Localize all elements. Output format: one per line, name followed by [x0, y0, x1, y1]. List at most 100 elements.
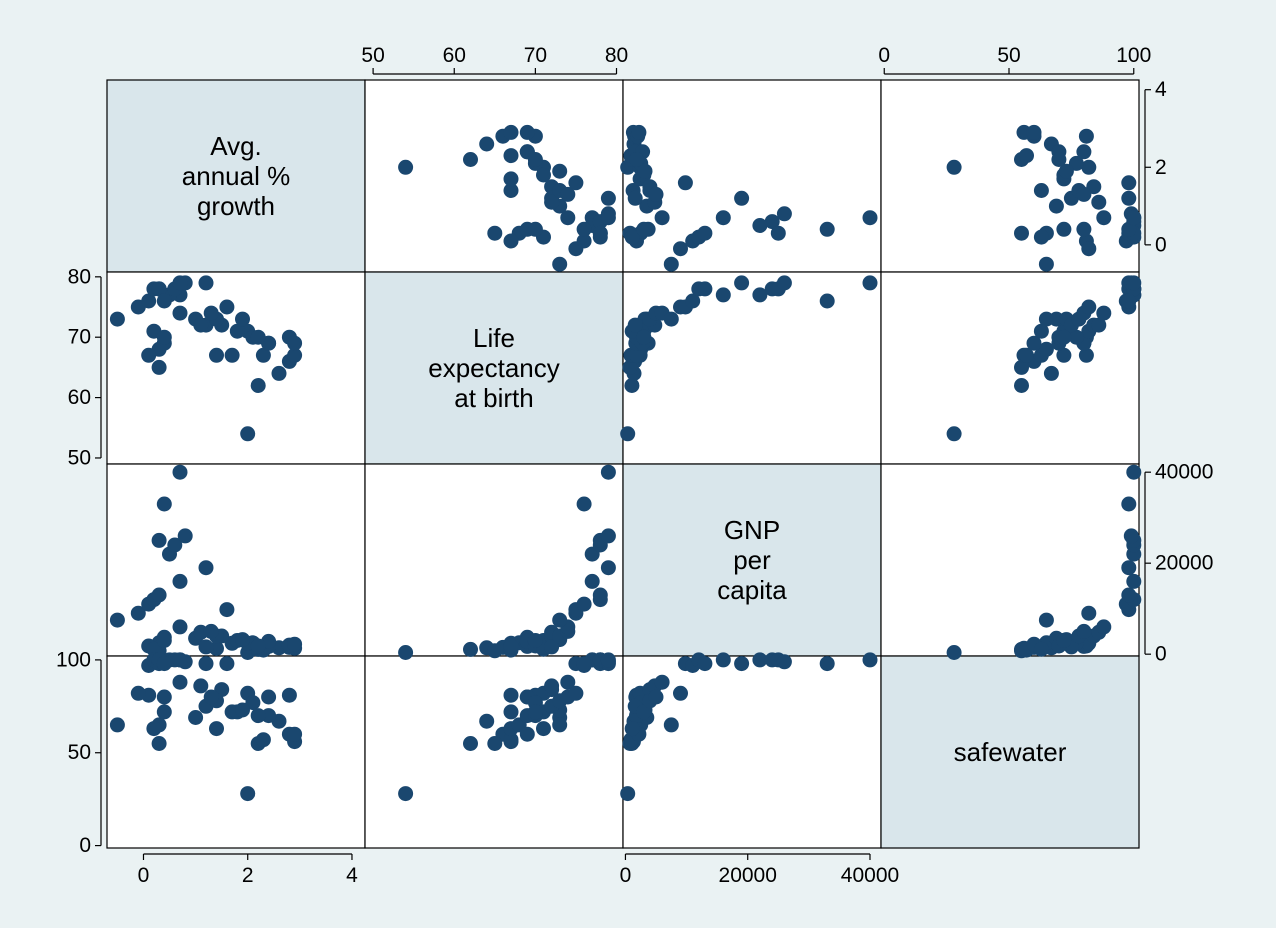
- point-growth-vs-lexp: [479, 136, 495, 152]
- variable-label-lexp: Life: [473, 323, 515, 353]
- point-safewater-vs-gnppc: [673, 685, 688, 701]
- point-lexp-vs-safewater: [1019, 347, 1034, 363]
- variable-label-lexp: expectancy: [428, 353, 560, 383]
- point-gnppc-vs-growth: [219, 602, 235, 618]
- point-safewater-vs-lexp: [503, 687, 519, 703]
- point-lexp-vs-growth: [224, 347, 240, 363]
- point-growth-vs-safewater: [1096, 210, 1112, 226]
- point-safewater-vs-growth: [261, 708, 277, 724]
- point-gnppc-vs-lexp: [600, 528, 616, 544]
- point-safewater-vs-growth: [261, 689, 277, 705]
- point-lexp-vs-gnppc: [862, 275, 878, 291]
- point-growth-vs-lexp: [503, 124, 519, 140]
- point-growth-vs-safewater: [1081, 159, 1097, 175]
- point-lexp-vs-growth: [172, 275, 188, 291]
- point-lexp-vs-growth: [151, 281, 167, 297]
- point-safewater-vs-gnppc: [862, 652, 878, 668]
- point-safewater-vs-growth: [156, 689, 172, 705]
- point-gnppc-vs-lexp: [600, 464, 616, 480]
- point-lexp-vs-growth: [287, 335, 303, 351]
- point-growth-vs-safewater: [1121, 221, 1137, 237]
- bottom-tick-label-gnppc: 20000: [719, 864, 777, 887]
- point-safewater-vs-growth: [146, 721, 162, 737]
- point-safewater-vs-growth: [109, 717, 125, 733]
- bottom-tick-label-growth: 2: [242, 864, 254, 887]
- point-growth-vs-lexp: [592, 225, 608, 241]
- point-growth-vs-lexp: [544, 194, 560, 210]
- point-growth-vs-safewater: [1078, 128, 1094, 144]
- left-tick-label-safewater: 50: [68, 741, 91, 764]
- point-lexp-vs-safewater: [1091, 317, 1107, 333]
- top-tick-label-lexp: 50: [361, 44, 384, 67]
- point-growth-vs-gnppc: [673, 241, 688, 257]
- point-growth-vs-gnppc: [770, 225, 786, 241]
- variable-label-growth: Avg.: [210, 131, 262, 161]
- point-growth-vs-gnppc: [776, 206, 792, 222]
- point-gnppc-vs-safewater: [1081, 605, 1097, 621]
- cell-gnppc-vs-lexp: [364, 463, 624, 657]
- point-growth-vs-lexp: [487, 225, 503, 241]
- point-gnppc-vs-safewater: [1123, 528, 1139, 544]
- point-growth-vs-safewater: [1076, 186, 1092, 202]
- point-lexp-vs-gnppc: [752, 287, 768, 303]
- point-growth-vs-safewater: [1091, 194, 1107, 210]
- point-safewater-vs-growth: [198, 656, 214, 672]
- point-gnppc-vs-safewater: [946, 645, 962, 660]
- point-gnppc-vs-lexp: [584, 573, 600, 589]
- point-gnppc-vs-lexp: [600, 560, 616, 576]
- point-safewater-vs-gnppc: [715, 652, 731, 668]
- point-gnppc-vs-growth: [172, 464, 188, 480]
- point-gnppc-vs-safewater: [1121, 587, 1137, 603]
- point-lexp-vs-gnppc: [819, 293, 835, 309]
- point-growth-vs-safewater: [1076, 144, 1092, 160]
- point-lexp-vs-safewater: [1126, 275, 1142, 291]
- point-lexp-vs-safewater: [1096, 305, 1112, 321]
- point-lexp-vs-gnppc: [620, 426, 636, 442]
- point-growth-vs-gnppc: [637, 163, 653, 179]
- point-safewater-vs-growth: [235, 702, 250, 718]
- point-safewater-vs-lexp: [568, 685, 584, 701]
- point-safewater-vs-lexp: [527, 704, 543, 720]
- point-growth-vs-lexp: [463, 152, 478, 167]
- point-gnppc-vs-safewater: [1033, 641, 1049, 657]
- right-tick-label-gnppc: 40000: [1155, 461, 1213, 484]
- point-lexp-vs-gnppc: [715, 287, 731, 303]
- point-gnppc-vs-safewater: [1056, 633, 1072, 648]
- point-safewater-vs-growth: [281, 687, 297, 703]
- point-lexp-vs-gnppc: [629, 347, 644, 363]
- point-safewater-vs-growth: [209, 721, 224, 737]
- point-growth-vs-gnppc: [648, 186, 664, 202]
- point-growth-vs-safewater: [1038, 256, 1054, 272]
- point-lexp-vs-safewater: [1014, 378, 1029, 393]
- variable-label-gnppc: capita: [717, 575, 787, 605]
- point-gnppc-vs-safewater: [1096, 619, 1112, 635]
- left-tick-label-lexp: 60: [68, 386, 91, 409]
- point-growth-vs-lexp: [527, 152, 543, 167]
- point-growth-vs-gnppc: [636, 221, 652, 237]
- point-growth-vs-safewater: [1026, 124, 1042, 140]
- left-tick-label-lexp: 70: [68, 326, 91, 349]
- point-growth-vs-safewater: [1033, 229, 1049, 245]
- point-growth-vs-safewater: [1081, 241, 1097, 257]
- point-lexp-vs-safewater: [1038, 341, 1054, 357]
- point-safewater-vs-growth: [172, 674, 188, 690]
- point-safewater-vs-growth: [219, 656, 235, 672]
- point-gnppc-vs-growth: [156, 633, 172, 648]
- point-lexp-vs-growth: [250, 378, 266, 393]
- point-growth-vs-safewater: [1076, 221, 1092, 237]
- point-gnppc-vs-growth: [151, 532, 167, 548]
- point-lexp-vs-gnppc: [624, 378, 640, 393]
- point-lexp-vs-gnppc: [636, 329, 652, 345]
- point-safewater-vs-gnppc: [654, 674, 670, 690]
- point-growth-vs-gnppc: [677, 175, 693, 191]
- point-safewater-vs-growth: [172, 652, 188, 668]
- point-lexp-vs-safewater: [1026, 335, 1042, 351]
- point-growth-vs-safewater: [1056, 221, 1072, 237]
- right-tick-label-gnppc: 20000: [1155, 552, 1213, 575]
- bottom-tick-label-gnppc: 0: [620, 864, 632, 887]
- point-lexp-vs-growth: [156, 329, 172, 345]
- point-gnppc-vs-growth: [156, 496, 172, 512]
- point-growth-vs-safewater: [946, 159, 962, 175]
- point-lexp-vs-growth: [193, 317, 209, 333]
